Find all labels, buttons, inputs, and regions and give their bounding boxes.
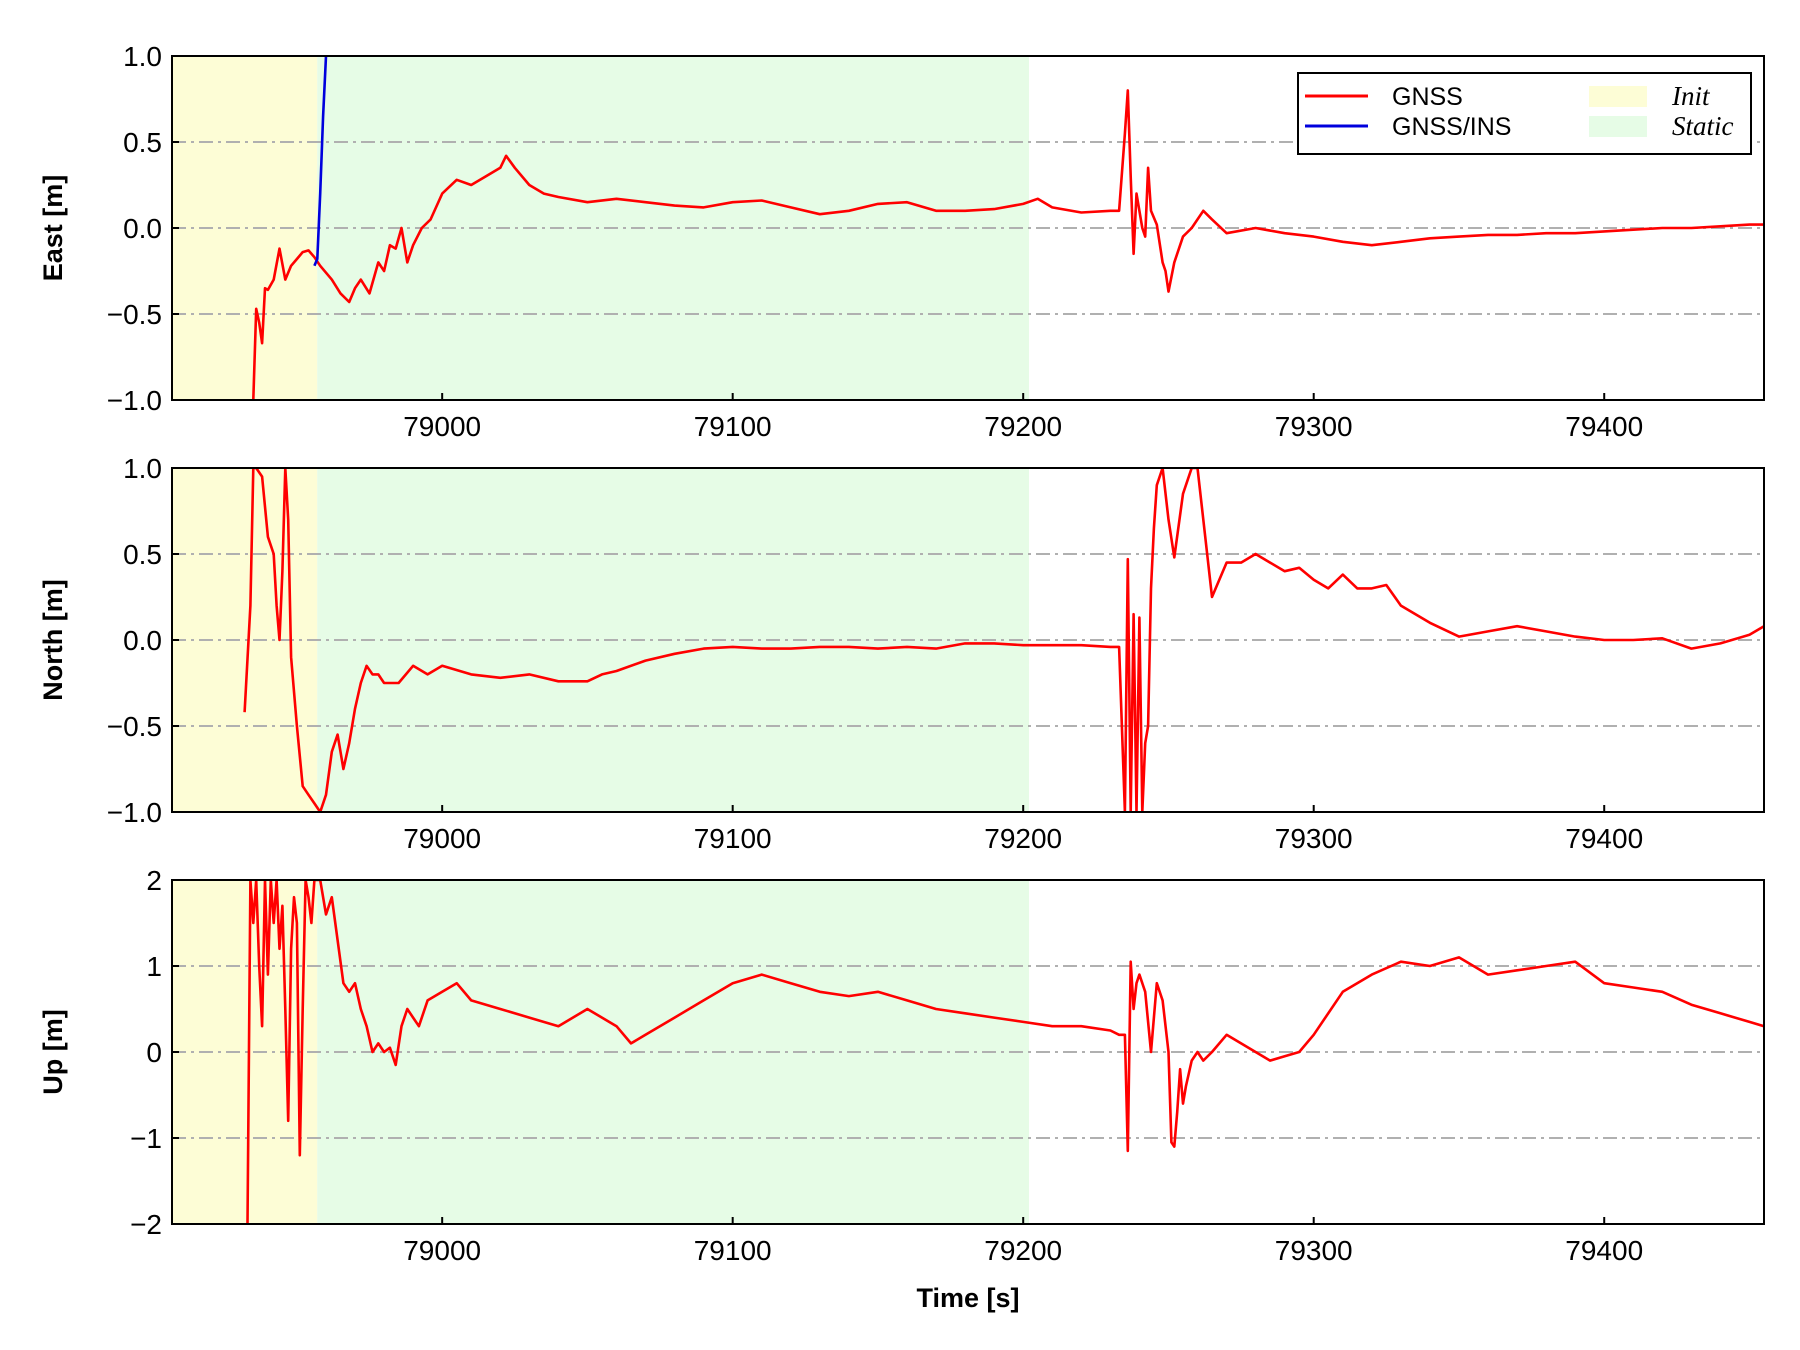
legend-static-swatch: [1589, 116, 1647, 137]
x-tick-label: 79300: [1275, 823, 1353, 854]
panel-up-m: −2 −1 0 1 2 79000 79100 79200 79300 79400 Up [m]: [38, 865, 1765, 1266]
x-tick-label: 79100: [694, 411, 772, 442]
x-tick-label: 79200: [984, 1235, 1062, 1266]
x-tick-label: 79400: [1565, 411, 1643, 442]
y-tick-label: 0.5: [123, 539, 162, 570]
x-tick-label: 79400: [1565, 823, 1643, 854]
panel-east-m: −1.0 −0.5 0.0 0.5 1.0 79000 79100 79200 79300 794…: [38, 41, 1765, 442]
x-tick-label: 79100: [694, 1235, 772, 1266]
y-axis-label: East [m]: [38, 175, 68, 282]
panel-north-m: −1.0 −0.5 0.0 0.5 1.0 79000 79100 79200 79300 794…: [38, 453, 1765, 854]
x-tick-label: 79200: [984, 823, 1062, 854]
panels: −1.0 −0.5 0.0 0.5 1.0 79000 79100 79200 79300 794…: [38, 41, 1765, 1266]
y-tick-label: 1.0: [123, 453, 162, 484]
y-tick-label: 1: [146, 951, 162, 982]
series-line-gnss-ins: [313, 56, 328, 267]
y-tick-label: 0.0: [123, 213, 162, 244]
x-tick-label: 79000: [403, 823, 481, 854]
y-tick-label: 2: [146, 865, 162, 896]
y-tick-label: −1.0: [107, 385, 162, 416]
series-line-gnss: [252, 89, 1764, 400]
y-tick-label: −1.0: [107, 797, 162, 828]
legend-init-label: Init: [1671, 81, 1711, 111]
y-tick-label: −0.5: [107, 711, 162, 742]
x-tick-label: 79400: [1565, 1235, 1643, 1266]
legend-gnss-ins-label: GNSS/INS: [1392, 113, 1511, 141]
y-tick-label: 1.0: [123, 41, 162, 72]
y-tick-label: −1: [130, 1123, 162, 1154]
legend-init-swatch: [1589, 86, 1647, 107]
legend: GNSS GNSS/INS Init Static: [1297, 72, 1752, 155]
legend-frame: [1297, 72, 1752, 155]
x-tick-label: 79000: [403, 411, 481, 442]
y-axis-label: North [m]: [38, 579, 68, 700]
y-tick-label: 0.0: [123, 625, 162, 656]
y-tick-label: 0.5: [123, 127, 162, 158]
x-tick-label: 79200: [984, 411, 1062, 442]
series-line-gnss: [243, 468, 1764, 812]
x-tick-label: 79000: [403, 1235, 481, 1266]
y-tick-label: −0.5: [107, 299, 162, 330]
x-axis-label: Time [s]: [916, 1283, 1019, 1313]
legend-static-label: Static: [1672, 111, 1734, 141]
legend-gnss-label: GNSS: [1392, 83, 1463, 111]
y-axis-label: Up [m]: [38, 1009, 68, 1094]
y-tick-label: −2: [130, 1209, 162, 1240]
x-tick-label: 79300: [1275, 1235, 1353, 1266]
x-tick-label: 79300: [1275, 411, 1353, 442]
series-line-gnss: [246, 880, 1764, 1224]
x-tick-label: 79100: [694, 823, 772, 854]
y-tick-label: 0: [146, 1037, 162, 1068]
